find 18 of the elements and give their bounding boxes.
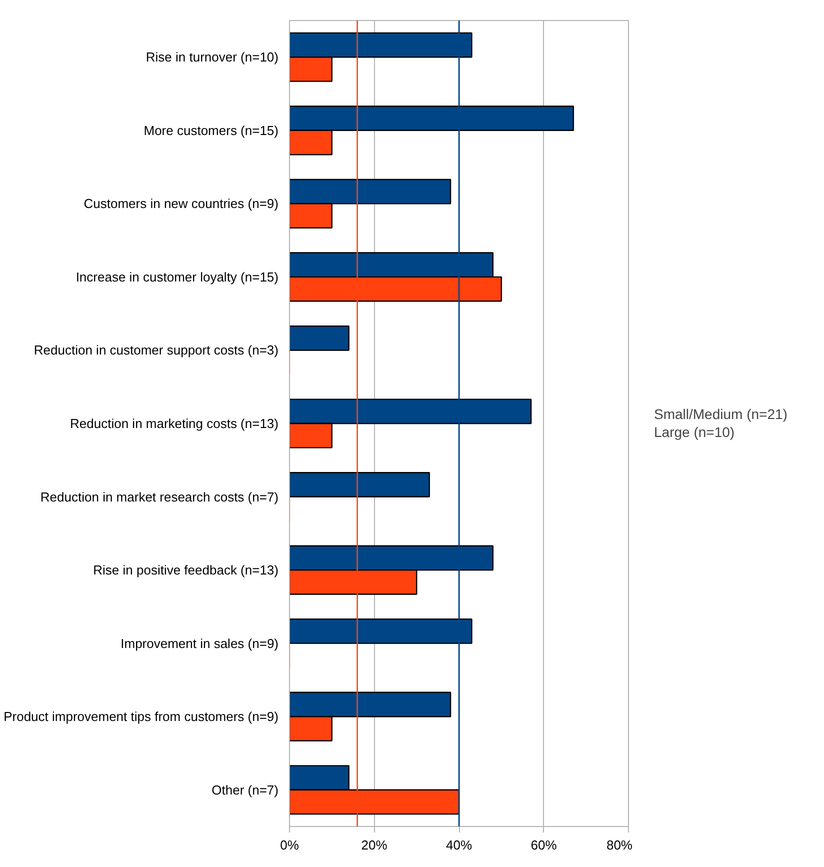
y-tick-label: Increase in customer loyalty (n=15) [76, 269, 279, 284]
y-tick-label: Customers in new countries (n=9) [84, 196, 279, 212]
text: Small/Medium (n=21) [654, 406, 788, 422]
y-tick-label: Reduction in customer support costs (n=3) [34, 342, 279, 358]
text: Large (n=10) [654, 424, 735, 440]
x-tick-label: 0% [280, 838, 300, 852]
y-tick-label: Reduction in market research costs (n=7) [40, 489, 279, 504]
y-tick-label: Product improvement tips from customers (n=9) [4, 709, 279, 724]
x-tick-label: 80% [606, 838, 633, 852]
x-tick-label: 20% [361, 838, 388, 852]
x-tick-label: 60% [530, 838, 558, 852]
y-tick-label: More customers (n=15) [144, 122, 279, 138]
y-tick-label: Improvement in sales (n=9) [120, 636, 278, 651]
y-tick-label: Rise in positive feedback (n=13) [93, 562, 279, 578]
x-tick-label: 40% [446, 838, 472, 852]
y-tick-label: Reduction in marketing costs (n=13) [70, 416, 279, 431]
y-tick-label: Other (n=7) [212, 782, 279, 798]
y-tick-label: Rise in turnover (n=10) [146, 50, 279, 65]
